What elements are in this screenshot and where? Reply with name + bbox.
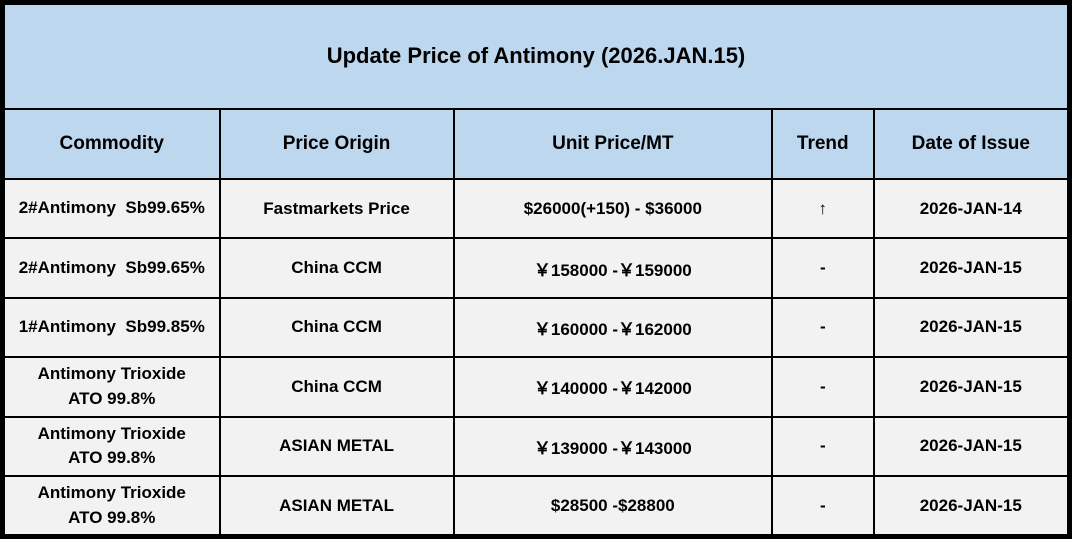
- column-header-date-of-issue: Date of Issue: [872, 107, 1071, 180]
- trend-flat-dash: -: [771, 415, 875, 478]
- cell-price-origin: ASIAN METAL: [218, 475, 455, 538]
- trend-flat-dash: -: [771, 237, 875, 299]
- cell-unit-price: ￥139000 -￥143000: [452, 415, 774, 478]
- cell-commodity: Antimony Trioxide ATO 99.8%: [1, 475, 221, 538]
- page-title: Update Price of Antimony (2026.JAN.15): [1, 1, 1071, 110]
- cell-price-origin: China CCM: [218, 356, 455, 418]
- cell-unit-price: $26000(+150) - $36000: [452, 177, 774, 240]
- column-header-unit-price: Unit Price/MT: [452, 107, 774, 180]
- table-row: 1#Antimony Sb99.85% China CCM ￥160000 -￥…: [1, 296, 1071, 359]
- cell-price-origin: China CCM: [218, 296, 455, 359]
- column-header-trend: Trend: [771, 107, 875, 180]
- cell-price-origin: China CCM: [218, 237, 455, 299]
- trend-flat-dash: -: [771, 475, 875, 538]
- cell-commodity: Antimony Trioxide ATO 99.8%: [1, 415, 221, 478]
- column-header-commodity: Commodity: [1, 107, 221, 180]
- cell-commodity: 1#Antimony Sb99.85%: [1, 296, 221, 359]
- table-row: Antimony Trioxide ATO 99.8% ASIAN METAL …: [1, 475, 1071, 538]
- trend-flat-dash: -: [771, 356, 875, 418]
- cell-price-origin: Fastmarkets Price: [218, 177, 455, 240]
- table-row: Antimony Trioxide ATO 99.8% ASIAN METAL …: [1, 415, 1071, 478]
- table-row: 2#Antimony Sb99.65% Fastmarkets Price $2…: [1, 177, 1071, 240]
- cell-date-of-issue: 2026-JAN-15: [872, 415, 1071, 478]
- cell-date-of-issue: 2026-JAN-15: [872, 475, 1071, 538]
- table-row: Antimony Trioxide ATO 99.8% China CCM ￥1…: [1, 356, 1071, 418]
- cell-unit-price: $28500 -$28800: [452, 475, 774, 538]
- cell-commodity: 2#Antimony Sb99.65%: [1, 237, 221, 299]
- column-header-price-origin: Price Origin: [218, 107, 455, 180]
- cell-unit-price: ￥158000 -￥159000: [452, 237, 774, 299]
- cell-date-of-issue: 2026-JAN-14: [872, 177, 1071, 240]
- cell-date-of-issue: 2026-JAN-15: [872, 356, 1071, 418]
- cell-unit-price: ￥160000 -￥162000: [452, 296, 774, 359]
- cell-commodity: Antimony Trioxide ATO 99.8%: [1, 356, 221, 418]
- cell-date-of-issue: 2026-JAN-15: [872, 237, 1071, 299]
- trend-up-arrow: ↑: [771, 177, 875, 240]
- cell-date-of-issue: 2026-JAN-15: [872, 296, 1071, 359]
- cell-price-origin: ASIAN METAL: [218, 415, 455, 478]
- cell-unit-price: ￥140000 -￥142000: [452, 356, 774, 418]
- title-row: Update Price of Antimony (2026.JAN.15): [1, 1, 1071, 110]
- cell-commodity: 2#Antimony Sb99.65%: [1, 177, 221, 240]
- table-row: 2#Antimony Sb99.65% China CCM ￥158000 -￥…: [1, 237, 1071, 299]
- header-row: Commodity Price Origin Unit Price/MT Tre…: [1, 107, 1071, 180]
- trend-flat-dash: -: [771, 296, 875, 359]
